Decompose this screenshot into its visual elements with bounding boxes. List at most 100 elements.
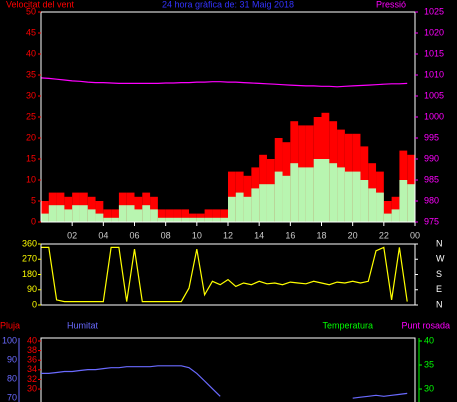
bar [251, 188, 260, 222]
y-tick-label: 985 [424, 174, 439, 184]
y-tick-label: 30 [26, 90, 36, 100]
legend-label: Pluja [0, 320, 20, 330]
y-axis-title: Velocitat del vent [6, 0, 75, 9]
y-tick-label: 20 [26, 132, 36, 142]
data-line [41, 246, 408, 303]
bar [157, 217, 166, 222]
bar [142, 205, 151, 222]
y-tick-label: 90 [27, 284, 37, 294]
y-tick-label: 50 [26, 6, 36, 16]
bar [274, 171, 283, 222]
plot-frame [40, 243, 416, 306]
y-tick-label: 360 [22, 238, 37, 248]
x-tick-label: 06 [129, 230, 139, 240]
legend-label: Humitat [67, 320, 99, 330]
legend-label: Temperatura [322, 320, 373, 330]
bar [383, 213, 392, 222]
x-tick-label: 12 [223, 230, 233, 240]
bar [173, 209, 182, 222]
y-tick-label: 40 [424, 335, 434, 345]
x-tick-label: 22 [379, 230, 389, 240]
y-tick-label: S [436, 269, 442, 279]
y-tick-label: 25 [26, 111, 36, 121]
bar [181, 209, 190, 222]
bar [95, 201, 104, 222]
bar [399, 180, 408, 222]
bar [150, 209, 158, 222]
bar [337, 167, 345, 222]
bar [220, 209, 228, 222]
chart-title: 24 hora gràfica de: 31 Maig 2018 [162, 0, 294, 9]
bar [376, 192, 384, 222]
bar [87, 209, 96, 222]
bar [391, 209, 400, 222]
bar [111, 209, 119, 222]
bar [189, 217, 197, 222]
bar [41, 213, 49, 222]
y-tick-label: 1010 [424, 69, 444, 79]
y-tick-label: 980 [424, 195, 439, 205]
x-tick-label: 16 [285, 230, 295, 240]
bar [220, 217, 228, 222]
bar [56, 205, 65, 222]
bar [103, 209, 112, 222]
y-tick-label: 34 [27, 364, 37, 374]
bar [344, 171, 353, 222]
y-tick-label: 1020 [424, 27, 444, 37]
bar [134, 209, 143, 222]
bar [64, 209, 73, 222]
y-tick-label: 90 [7, 354, 17, 364]
y-tick-label: 40 [26, 48, 36, 58]
y-tick-label: 30 [424, 383, 434, 393]
y-tick-label: 5 [31, 195, 36, 205]
bar [72, 205, 80, 222]
y-tick-label: 70 [7, 393, 17, 402]
y-tick-label: 32 [27, 374, 37, 384]
bar [228, 196, 236, 222]
bar [41, 201, 49, 222]
y-tick-label: 38 [27, 345, 37, 355]
y-tick-label: W [436, 254, 445, 264]
y-tick-label: 15 [26, 153, 36, 163]
bar [204, 217, 213, 222]
y2-axis-title: Pressió [376, 0, 406, 9]
bar [282, 175, 291, 222]
bar [181, 217, 190, 222]
x-tick-label: 10 [192, 230, 202, 240]
y-tick-label: 1025 [424, 6, 444, 16]
bar [103, 217, 112, 222]
legend-label: Punt rosada [401, 320, 450, 330]
y-tick-label: 35 [424, 359, 434, 369]
y-tick-label: 40 [27, 335, 37, 345]
y-tick-label: 180 [22, 269, 37, 279]
bar [79, 205, 88, 222]
x-tick-label: 18 [316, 230, 326, 240]
y-tick-label: N [436, 238, 443, 248]
bar [118, 205, 127, 222]
bar [212, 217, 221, 222]
bar [313, 159, 322, 222]
bar [235, 192, 244, 222]
bar [111, 217, 119, 222]
bar [259, 184, 267, 222]
bar [165, 217, 174, 222]
bar [407, 184, 415, 222]
y-tick-label: 0 [32, 299, 37, 309]
y-tick-label: 45 [26, 27, 36, 37]
y-tick-label: 35 [26, 69, 36, 79]
y-tick-label: 990 [424, 153, 439, 163]
y-tick-label: 975 [424, 216, 439, 226]
x-tick-label: 04 [98, 230, 108, 240]
y-tick-label: 995 [424, 132, 439, 142]
bar [126, 205, 135, 222]
data-line [41, 365, 408, 399]
y-tick-label: 36 [27, 355, 37, 365]
bar [212, 209, 221, 222]
bar [368, 188, 377, 222]
y-tick-label: 30 [27, 383, 37, 393]
bar [290, 163, 299, 222]
bar [165, 209, 174, 222]
y-tick-label: E [436, 284, 442, 294]
